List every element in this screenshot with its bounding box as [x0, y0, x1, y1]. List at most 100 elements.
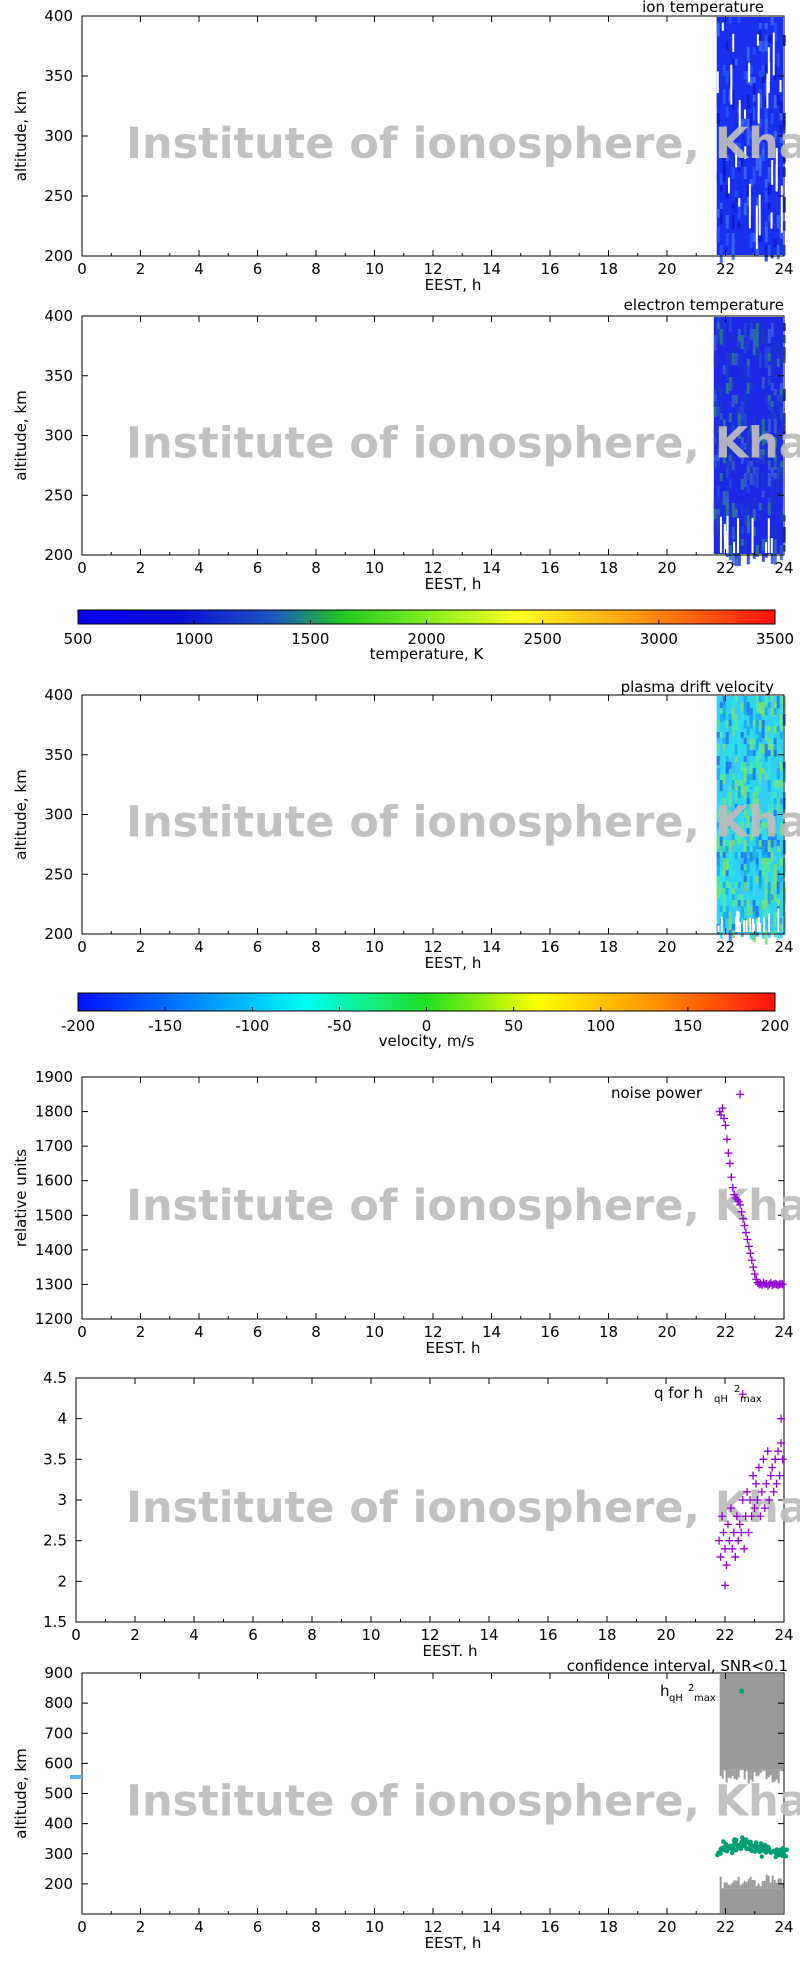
ion-temperature-cell — [723, 65, 726, 76]
electron-temperature-cell — [750, 473, 753, 485]
plasma-drift-velocity-ytick-label: 300 — [44, 806, 73, 824]
electron-temperature-cell — [780, 491, 783, 498]
electron-temperature-cell — [774, 341, 777, 352]
electron-temperature-cell — [747, 485, 750, 493]
ion-temperature-xtick-label: 20 — [657, 260, 676, 278]
ion-temperature-cell — [768, 173, 771, 183]
electron-temperature-cell — [750, 383, 753, 391]
plasma-drift-velocity-cell — [726, 888, 729, 895]
noise-power-ylabel: relative units — [12, 1149, 30, 1247]
plasma-drift-velocity-cell — [777, 756, 780, 766]
hqh2max-confidence-confidence-edge — [742, 1769, 744, 1770]
hqh2max-confidence-point — [785, 1848, 789, 1852]
plasma-drift-velocity-cell — [726, 780, 729, 793]
electron-temperature-gap — [768, 518, 770, 553]
hqh2max-confidence-xtick-label: 18 — [599, 1918, 618, 1936]
ion-temperature-xtick-label: 16 — [540, 260, 559, 278]
q-for-hqh2max-xtick-label: 10 — [361, 1626, 380, 1644]
ion-temperature-cell — [780, 239, 783, 254]
noise-power-ytick-label: 1600 — [35, 1172, 73, 1190]
plasma-drift-velocity-cell — [765, 906, 768, 917]
noise-power-xtick-label: 18 — [599, 1323, 618, 1341]
q-for-hqh2max-xtick-label: 8 — [307, 1626, 317, 1644]
ion-temperature-xtick-label: 8 — [311, 260, 321, 278]
hqh2max-confidence-confidence-edge — [760, 1886, 762, 1888]
ion-temperature-xlabel: EEST, h — [425, 276, 482, 294]
electron-temperature-cell — [714, 407, 717, 417]
plasma-drift-velocity-cell — [762, 768, 765, 775]
electron-temperature-cell — [750, 329, 753, 340]
electron-temperature-cell — [747, 473, 750, 481]
plasma-drift-velocity-cell — [729, 744, 732, 758]
plasma-drift-velocity-cell — [735, 744, 738, 755]
plasma-drift-velocity-cell — [732, 708, 735, 719]
velocity-colorbar-tick-label: 200 — [761, 1017, 790, 1035]
temperature-colorbar-label: temperature, K — [370, 645, 485, 663]
electron-temperature-cell — [732, 503, 735, 517]
ion-temperature-cell — [771, 233, 774, 244]
electron-temperature-cell — [738, 551, 741, 566]
plasma-drift-velocity-cell — [735, 720, 738, 730]
plasma-drift-velocity-cell — [732, 912, 735, 925]
noise-power-point — [726, 1159, 734, 1167]
noise-power-ytick-label: 1300 — [35, 1275, 73, 1293]
ion-temperature-cell — [753, 83, 756, 94]
hqh2max-confidence-confidence-edge — [726, 1882, 728, 1888]
electron-temperature-cell — [744, 473, 747, 487]
electron-temperature-cell — [732, 377, 735, 389]
hqh2max-confidence-confidence-band — [720, 1674, 783, 1769]
q-for-hqh2max-xtick-label: 2 — [130, 1626, 140, 1644]
plasma-drift-velocity-cell — [744, 768, 747, 781]
plasma-drift-velocity-cell — [750, 780, 753, 787]
plasma-drift-velocity-cell — [774, 876, 777, 890]
hqh2max-confidence-xtick-label: 2 — [136, 1918, 146, 1936]
electron-temperature-cell — [744, 539, 747, 553]
electron-temperature-cell — [714, 527, 717, 536]
plasma-drift-velocity-cell — [741, 780, 744, 795]
electron-temperature-cell — [774, 539, 777, 553]
hqh2max-confidence-title: confidence interval, SNR<0.1 — [567, 1657, 788, 1675]
plasma-drift-velocity-cell — [768, 768, 771, 780]
electron-temperature-cell — [729, 401, 732, 408]
plasma-drift-velocity-cell — [723, 894, 726, 900]
velocity-colorbar-tick-label: -150 — [148, 1017, 182, 1035]
plasma-drift-velocity-cell — [765, 780, 768, 790]
ion-temperature-gap — [781, 186, 783, 233]
q-for-hqh2max-point — [771, 1455, 779, 1463]
plasma-drift-velocity-title: plasma drift velocity — [621, 678, 775, 696]
plasma-drift-velocity-cell — [771, 732, 774, 745]
plasma-drift-velocity-cell — [756, 876, 759, 883]
hqh2max-confidence-confidence-edge — [770, 1769, 772, 1775]
noise-power-ytick-label: 1900 — [35, 1068, 73, 1086]
plasma-drift-velocity-cell — [723, 756, 726, 771]
plasma-drift-velocity-cell — [732, 870, 735, 877]
plasma-drift-velocity-cell — [753, 726, 756, 735]
electron-temperature-gap — [733, 542, 735, 553]
q-for-hqh2max-point — [715, 1537, 723, 1545]
plasma-drift-velocity-cell — [726, 750, 729, 756]
plasma-drift-velocity-cell — [762, 738, 765, 745]
plasma-drift-velocity-cell — [771, 744, 774, 757]
electron-temperature-cell — [771, 479, 774, 492]
q-for-hqh2max-point — [767, 1472, 775, 1480]
plasma-drift-velocity-xlabel: EEST, h — [425, 954, 482, 972]
q-for-hqh2max-point — [717, 1553, 725, 1561]
plasma-drift-velocity-cell — [774, 708, 777, 715]
plasma-drift-velocity-cell — [756, 696, 759, 711]
plasma-drift-velocity-cell — [741, 894, 744, 906]
watermark-text: Institute of ionosphere, Kharkiv — [126, 119, 800, 169]
ion-temperature-xtick-label: 4 — [194, 260, 204, 278]
noise-power-xlabel: EEST. h — [426, 1339, 481, 1357]
ion-temperature-cell — [768, 245, 771, 255]
plasma-drift-velocity-cell — [753, 768, 756, 780]
hqh2max-confidence-confidence-edge — [764, 1769, 766, 1770]
q-for-hqh2max-point — [776, 1472, 784, 1480]
electron-temperature-cell — [765, 395, 768, 406]
plasma-drift-velocity-cell — [759, 876, 762, 889]
electron-temperature-cell — [741, 503, 744, 515]
plasma-drift-velocity-cell — [762, 774, 765, 789]
plasma-drift-velocity-cell — [762, 900, 765, 910]
hqh2max-confidence-xtick-label: 16 — [540, 1918, 559, 1936]
